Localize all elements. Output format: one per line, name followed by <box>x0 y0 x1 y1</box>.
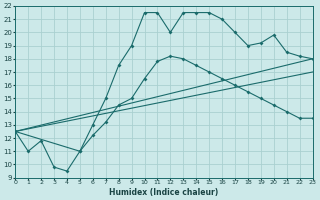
X-axis label: Humidex (Indice chaleur): Humidex (Indice chaleur) <box>109 188 219 197</box>
